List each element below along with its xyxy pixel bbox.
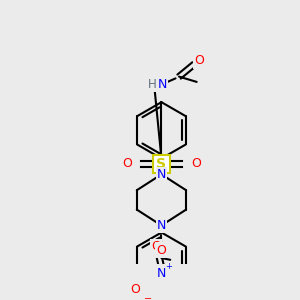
Text: N: N — [158, 78, 167, 91]
Text: H: H — [147, 78, 156, 91]
Text: +: + — [165, 262, 172, 271]
Text: S: S — [156, 157, 167, 171]
FancyBboxPatch shape — [153, 155, 170, 172]
Text: N: N — [157, 219, 166, 232]
Text: O: O — [191, 157, 201, 170]
Text: O: O — [130, 283, 140, 296]
Text: O: O — [151, 240, 161, 253]
Text: N: N — [157, 266, 166, 280]
Text: O: O — [194, 54, 204, 67]
Text: O: O — [122, 157, 132, 170]
Text: O: O — [157, 244, 166, 256]
Text: −: − — [144, 294, 152, 300]
Text: N: N — [157, 168, 166, 181]
